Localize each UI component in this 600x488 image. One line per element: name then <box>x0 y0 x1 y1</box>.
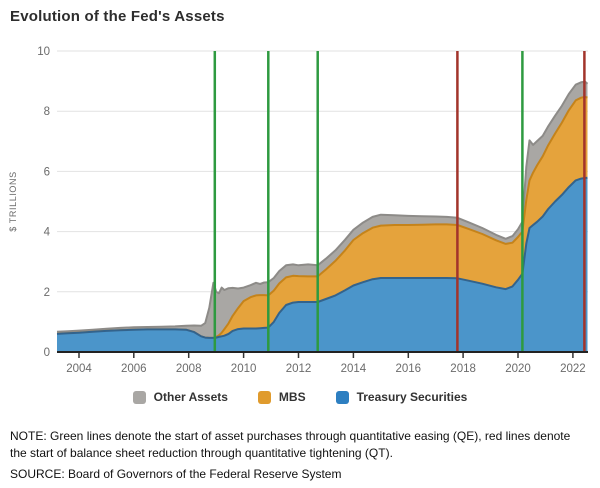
y-tick-label-0: 0 <box>44 347 50 359</box>
x-tick-label-2004: 2004 <box>66 363 92 375</box>
source-text: SOURCE: Board of Governors of the Federa… <box>10 467 342 482</box>
legend-item-treasury-securities: Treasury Securities <box>335 390 468 404</box>
y-tick-label-8: 8 <box>44 106 50 118</box>
x-tick-label-2022: 2022 <box>560 363 586 375</box>
legend-label-other-assets: Other Assets <box>153 390 228 404</box>
x-tick-label-2010: 2010 <box>231 363 257 375</box>
chart-legend: Other Assets MBS Treasury Securities <box>0 390 600 404</box>
chart-svg: 0 2 4 6 8 10 $ TRILLIONS 2004 2006 2008 2010 2012 20… <box>8 46 589 375</box>
x-tick-label-2012: 2012 <box>286 363 312 375</box>
x-tick-label-2020: 2020 <box>505 363 531 375</box>
legend-label-treasury-securities: Treasury Securities <box>356 390 468 404</box>
y-tick-label-4: 4 <box>44 227 51 239</box>
legend-swatch-other-assets-icon <box>132 390 146 404</box>
area-treasury-securities <box>57 177 588 352</box>
chart-title: Evolution of the Fed's Assets <box>10 8 225 25</box>
legend-swatch-treasury-securities-icon <box>335 390 349 404</box>
area-outline-treasury-securities <box>56 176 588 339</box>
y-axis-title: $ TRILLIONS <box>8 171 18 231</box>
legend-label-mbs: MBS <box>278 390 306 404</box>
y-tick-label-6: 6 <box>44 166 50 178</box>
y-tick-label-2: 2 <box>44 287 50 299</box>
footnotes: NOTE: Green lines denote the start of as… <box>10 428 586 483</box>
y-tick-label-10: 10 <box>37 46 50 58</box>
legend-item-mbs: MBS <box>257 390 306 404</box>
legend-item-other-assets: Other Assets <box>132 390 228 404</box>
note-text: NOTE: Green lines denote the start of as… <box>10 429 571 460</box>
legend-swatch-mbs-icon <box>257 390 271 404</box>
x-tick-label-2006: 2006 <box>121 363 147 375</box>
x-tick-label-2014: 2014 <box>341 363 367 375</box>
x-tick-label-2008: 2008 <box>176 363 202 375</box>
area-outline-other-assets <box>56 80 589 333</box>
x-tick-label-2018: 2018 <box>450 363 476 375</box>
x-tick-label-2016: 2016 <box>396 363 422 375</box>
